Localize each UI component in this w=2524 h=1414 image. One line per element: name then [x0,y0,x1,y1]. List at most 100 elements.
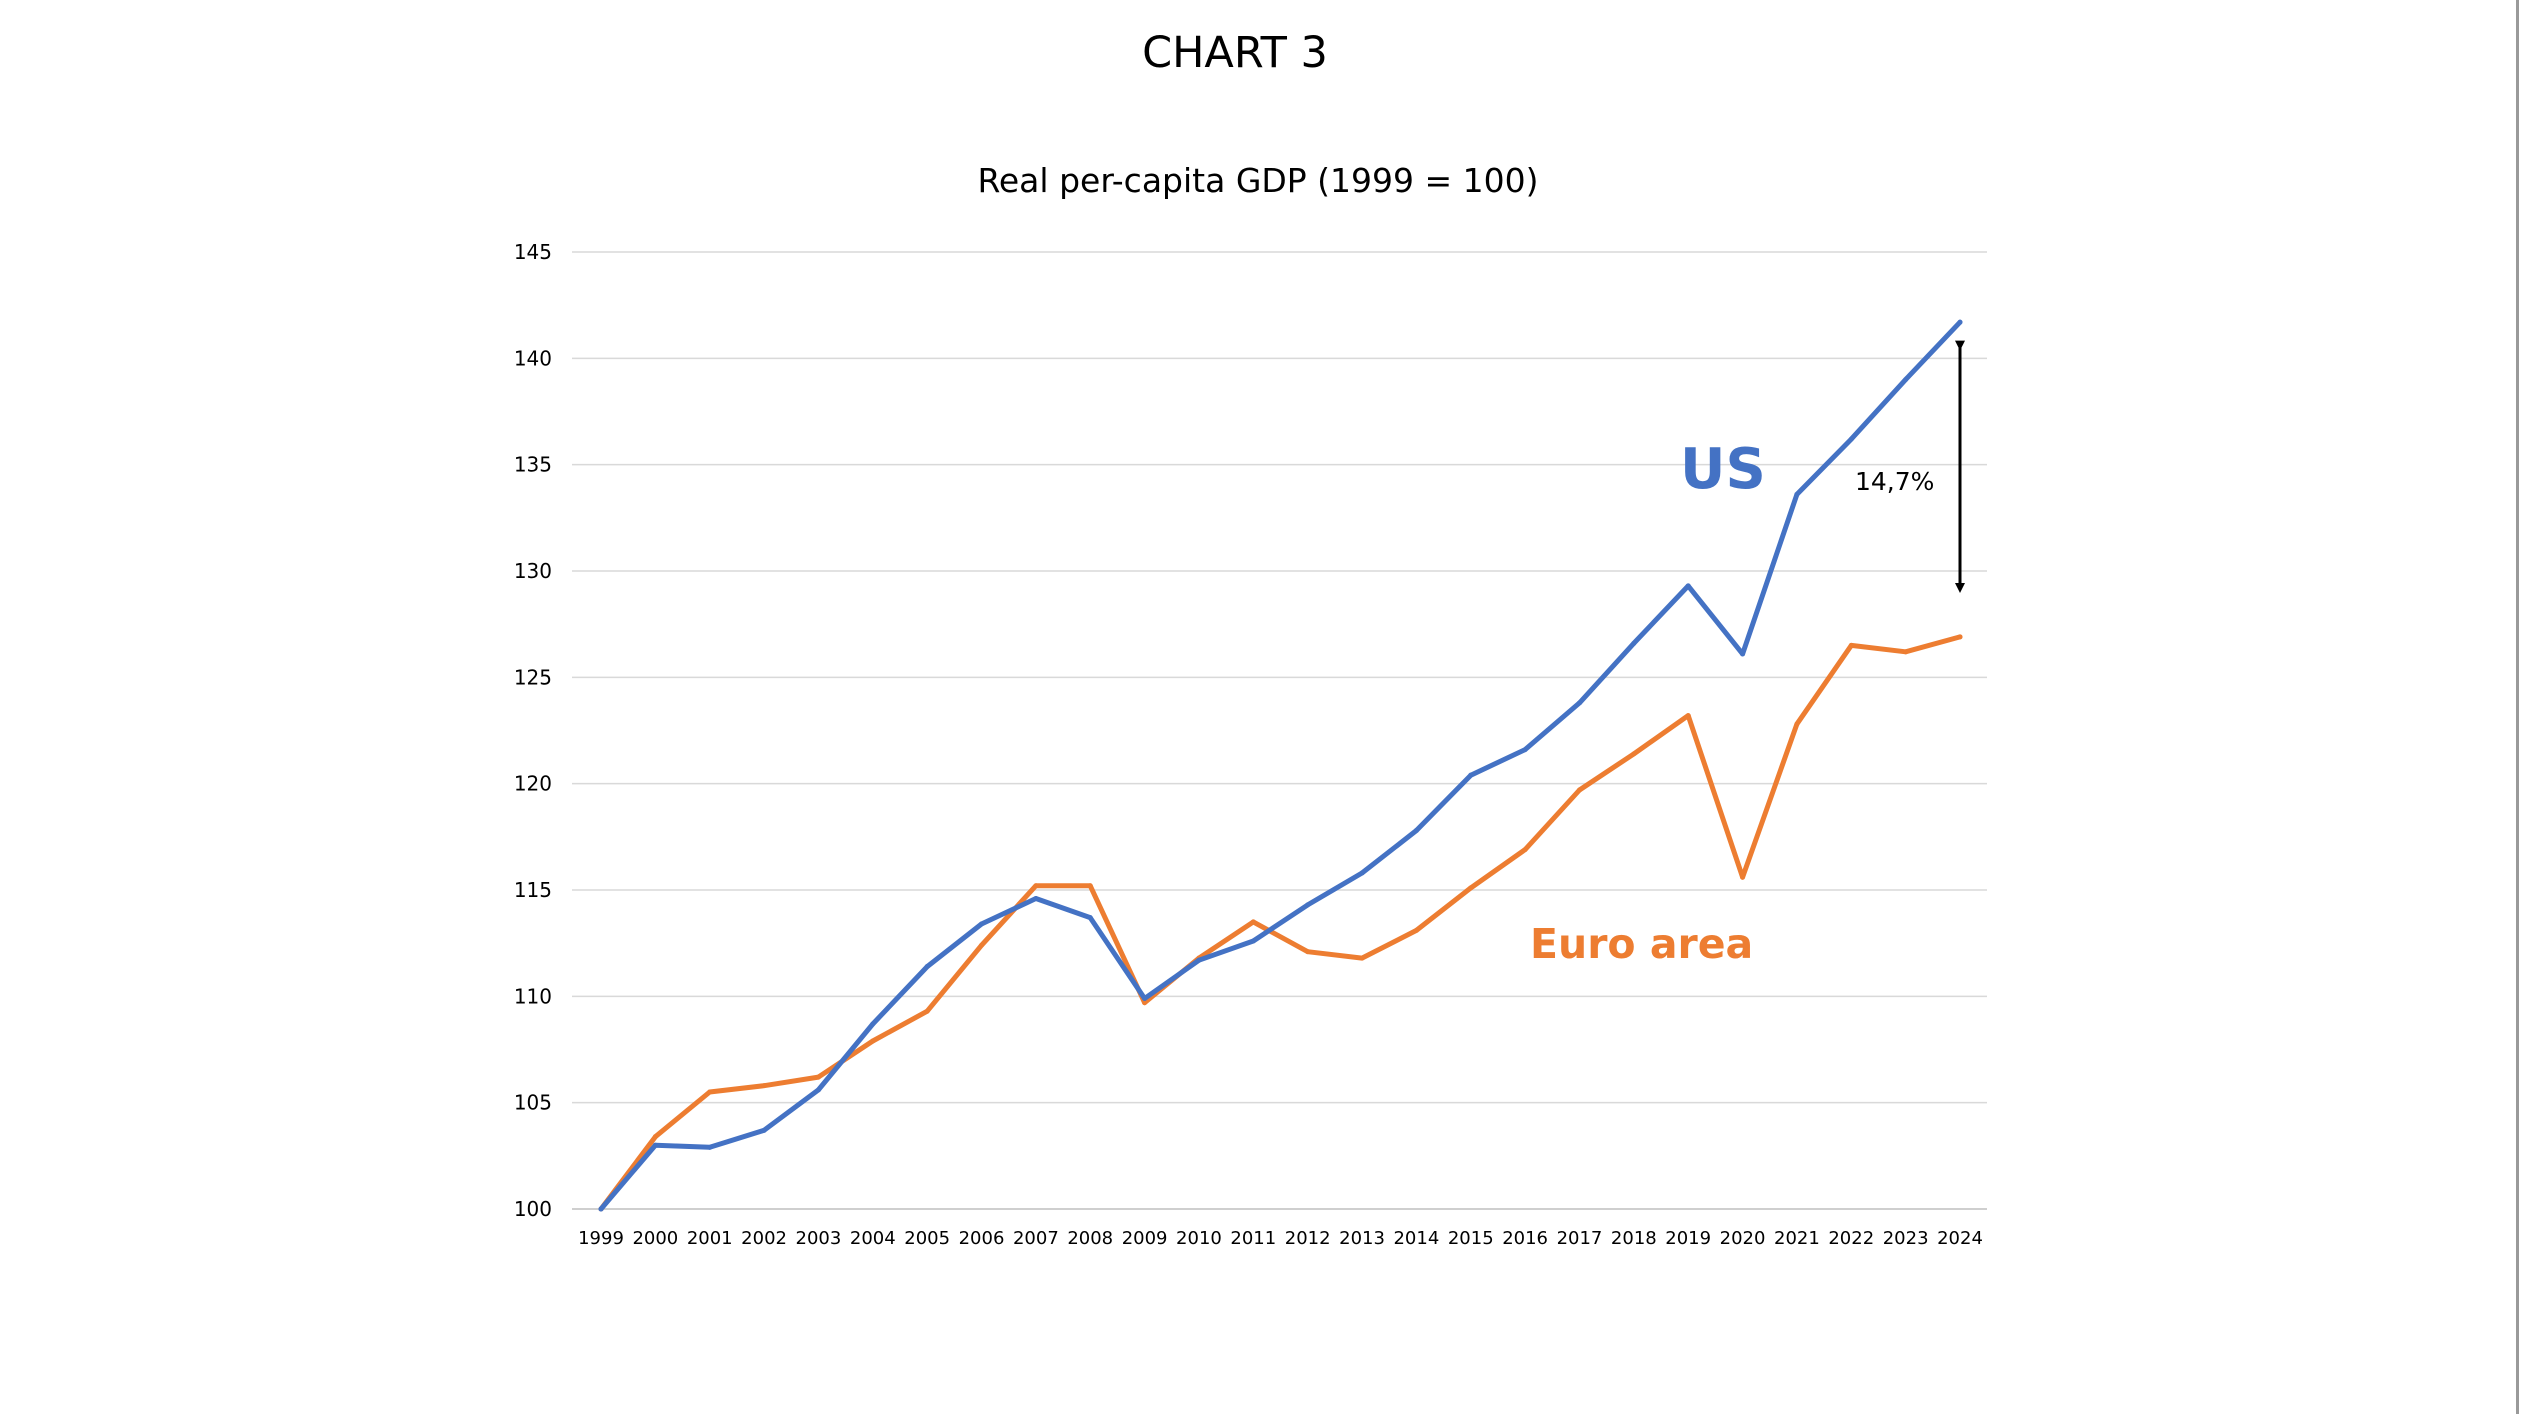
data-point [1685,713,1691,719]
y-axis-ticks: 100 105 110 115 120 125 130 135 140 145 [514,240,552,1221]
data-point [1413,927,1419,933]
y-tick-label: 140 [514,346,552,370]
x-tick-label: 2014 [1393,1228,1439,1249]
series-label-1: Euro area [1530,920,1753,968]
data-point [1631,751,1637,757]
data-point [1848,642,1854,648]
data-point [598,1206,604,1212]
data-point [1576,787,1582,793]
y-tick-label: 120 [514,772,552,796]
x-tick-label: 2011 [1230,1228,1276,1249]
data-point [1631,640,1637,646]
x-tick-label: 2002 [741,1228,787,1249]
data-point [1957,319,1963,325]
x-tick-label: 2017 [1557,1228,1603,1249]
data-point [1250,938,1256,944]
x-tick-label: 2008 [1067,1228,1113,1249]
data-point [1903,377,1909,383]
x-tick-label: 1999 [578,1228,624,1249]
data-point [1413,827,1419,833]
data-point [1848,436,1854,442]
data-point [1957,634,1963,640]
x-tick-label: 2018 [1611,1228,1657,1249]
data-point [1305,949,1311,955]
y-tick-label: 110 [514,984,552,1008]
x-tick-label: 2001 [687,1228,733,1249]
data-point [1250,919,1256,925]
data-point [707,1144,713,1150]
x-tick-label: 2003 [796,1228,842,1249]
data-point [652,1142,658,1148]
y-tick-label: 125 [514,665,552,689]
data-point [1087,915,1093,921]
x-tick-label: 2020 [1720,1228,1766,1249]
slide-title: CHART 3 [1142,28,1328,78]
x-tick-label: 2022 [1828,1228,1874,1249]
chart-title: Real per-capita GDP (1999 = 100) [977,161,1538,200]
series-label-0: US [1680,437,1766,502]
data-point [924,964,930,970]
data-point [1522,747,1528,753]
data-point [761,1127,767,1133]
x-tick-label: 2012 [1285,1228,1331,1249]
data-point [1522,847,1528,853]
x-tick-label: 2006 [959,1228,1005,1249]
data-point [815,1087,821,1093]
data-point [652,1134,658,1140]
x-tick-label: 2010 [1176,1228,1222,1249]
data-point [1468,885,1474,891]
data-point [979,921,985,927]
y-tick-label: 115 [514,878,552,902]
data-point [979,942,985,948]
data-point [1359,870,1365,876]
data-point [1468,772,1474,778]
series-line-0 [598,319,1963,1212]
series-line-1 [598,634,1963,1212]
data-point [1740,651,1746,657]
y-tick-label: 145 [514,240,552,264]
x-tick-label: 2019 [1665,1228,1711,1249]
x-tick-label: 2007 [1013,1228,1059,1249]
data-point [870,1038,876,1044]
gridlines [572,251,1987,1210]
data-point [761,1083,767,1089]
data-point [1305,902,1311,908]
data-point [1903,649,1909,655]
data-point [1142,995,1148,1001]
data-point [1196,957,1202,963]
data-point [1359,955,1365,961]
data-point [1794,491,1800,497]
x-tick-label: 2005 [904,1228,950,1249]
page-edge-divider [2516,0,2519,1414]
data-point [870,1021,876,1027]
y-tick-label: 135 [514,453,552,477]
data-point [1740,874,1746,880]
data-point [1685,583,1691,589]
data-point [1033,896,1039,902]
x-tick-label: 2016 [1502,1228,1548,1249]
x-tick-label: 2004 [850,1228,896,1249]
data-point [924,1008,930,1014]
x-tick-label: 2000 [632,1228,678,1249]
annotations: US Euro area 14,7% [1530,340,1965,968]
x-tick-label: 2021 [1774,1228,1820,1249]
data-point [1142,1000,1148,1006]
x-tick-label: 2013 [1339,1228,1385,1249]
x-tick-label: 2009 [1122,1228,1168,1249]
y-tick-label: 130 [514,559,552,583]
data-point [1576,700,1582,706]
x-tick-label: 2015 [1448,1228,1494,1249]
x-axis-ticks: 1999 2000 2001 2002 2003 2004 2005 2006 2007 2008… [578,1228,1983,1249]
series-lines [598,319,1963,1212]
data-point [707,1089,713,1095]
data-point [1087,883,1093,889]
data-point [1033,883,1039,889]
y-tick-label: 105 [514,1091,552,1115]
gap-label: 14,7% [1855,467,1934,496]
x-tick-label: 2024 [1937,1228,1983,1249]
data-point [1794,721,1800,727]
data-point [815,1074,821,1080]
x-tick-label: 2023 [1883,1228,1929,1249]
y-tick-label: 100 [514,1197,552,1221]
